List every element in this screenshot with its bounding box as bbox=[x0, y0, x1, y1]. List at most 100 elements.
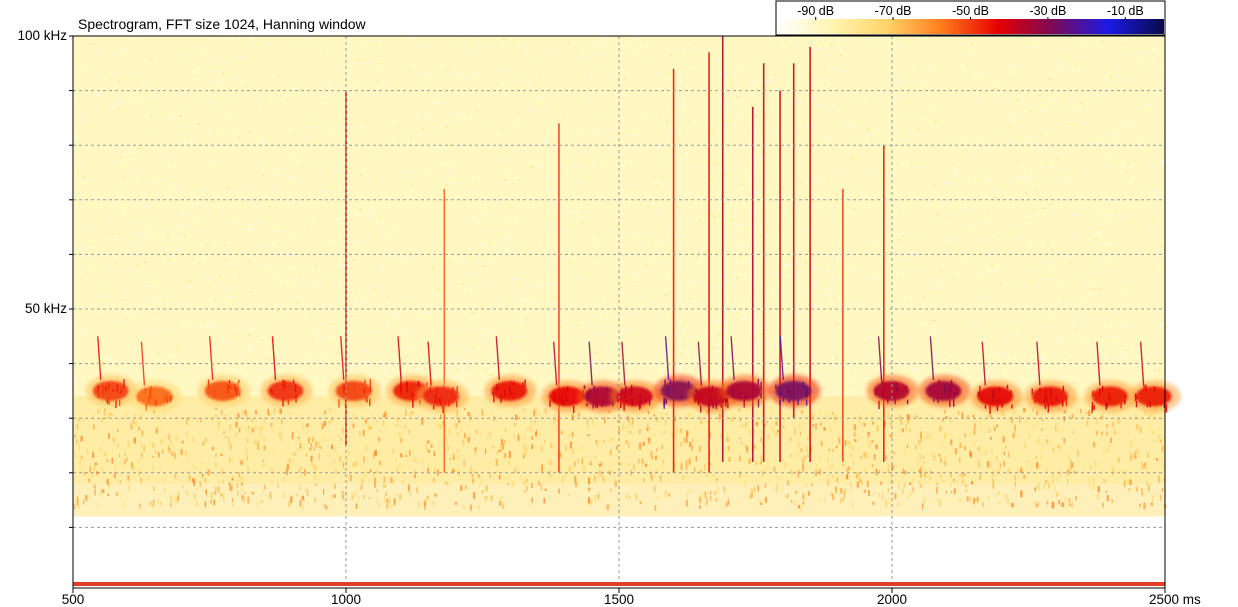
noise-speck bbox=[846, 126, 849, 128]
low-band-speck bbox=[306, 453, 307, 457]
low-band-speck bbox=[639, 501, 642, 504]
low-band-speck bbox=[254, 424, 257, 432]
low-band-speck bbox=[899, 416, 902, 423]
call-streak bbox=[745, 391, 748, 398]
low-band-speck bbox=[1067, 478, 1068, 486]
noise-speck bbox=[1131, 194, 1134, 196]
noise-speck bbox=[746, 162, 748, 164]
low-band-speck bbox=[323, 504, 326, 508]
noise-speck bbox=[474, 73, 477, 75]
noise-speck bbox=[207, 325, 210, 328]
noise-speck bbox=[769, 37, 770, 40]
noise-speck bbox=[625, 317, 628, 319]
noise-speck bbox=[156, 279, 158, 281]
noise-speck bbox=[421, 110, 424, 112]
noise-speck bbox=[553, 52, 556, 54]
noise-speck bbox=[157, 353, 160, 355]
low-band-speck bbox=[288, 500, 291, 507]
noise-speck bbox=[744, 314, 747, 316]
noise-speck bbox=[1159, 80, 1162, 82]
noise-speck bbox=[804, 260, 807, 262]
low-band-speck bbox=[298, 415, 301, 418]
noise-speck bbox=[670, 324, 672, 326]
low-band-speck bbox=[192, 462, 193, 468]
low-band-speck bbox=[988, 460, 991, 468]
low-band-speck bbox=[376, 489, 378, 493]
noise-speck bbox=[685, 321, 688, 323]
low-band-speck bbox=[439, 424, 442, 429]
call-streak bbox=[150, 386, 152, 394]
noise-speck bbox=[974, 158, 976, 160]
low-band-speck bbox=[446, 482, 449, 486]
noise-speck bbox=[284, 145, 286, 148]
noise-speck bbox=[908, 338, 911, 340]
noise-speck bbox=[936, 279, 939, 281]
noise-speck bbox=[951, 58, 954, 60]
noise-speck bbox=[456, 74, 459, 76]
noise-speck bbox=[228, 296, 232, 298]
call-streak bbox=[984, 405, 987, 409]
noise-speck bbox=[1023, 177, 1027, 180]
noise-speck bbox=[638, 306, 641, 308]
call-streak bbox=[1165, 404, 1168, 413]
noise-speck bbox=[423, 45, 426, 47]
low-band-speck bbox=[556, 418, 559, 422]
noise-speck bbox=[396, 315, 399, 317]
noise-speck bbox=[197, 250, 199, 253]
noise-speck bbox=[330, 341, 333, 343]
noise-speck bbox=[289, 306, 292, 308]
low-band-speck bbox=[881, 493, 884, 500]
low-band-speck bbox=[213, 499, 216, 506]
noise-speck bbox=[363, 62, 366, 64]
low-band-speck bbox=[1141, 461, 1143, 469]
low-band-speck bbox=[247, 466, 249, 473]
noise-speck bbox=[518, 298, 521, 301]
noise-speck bbox=[368, 93, 372, 95]
call-streak bbox=[271, 388, 274, 395]
noise-speck bbox=[1014, 231, 1018, 233]
call-streak bbox=[601, 403, 603, 407]
low-band-speck bbox=[259, 429, 262, 437]
low-band-speck bbox=[901, 470, 903, 477]
noise-speck bbox=[100, 363, 104, 365]
call-streak bbox=[108, 397, 110, 405]
low-band-speck bbox=[961, 412, 964, 419]
low-band-speck bbox=[923, 497, 926, 504]
low-band-speck bbox=[338, 455, 341, 463]
call-streak bbox=[779, 400, 781, 406]
noise-speck bbox=[715, 163, 718, 166]
noise-speck bbox=[982, 294, 985, 296]
noise-speck bbox=[468, 384, 470, 386]
low-band-speck bbox=[199, 419, 202, 423]
low-band-speck bbox=[500, 439, 503, 445]
call-streak bbox=[287, 399, 290, 405]
low-band-speck bbox=[1006, 470, 1009, 475]
low-band-speck bbox=[920, 466, 923, 470]
noise-speck bbox=[81, 393, 85, 395]
noise-speck bbox=[1075, 328, 1078, 330]
noise-speck bbox=[154, 107, 157, 109]
noise-speck bbox=[225, 289, 228, 291]
noise-speck bbox=[1132, 213, 1134, 215]
low-band-speck bbox=[802, 464, 804, 472]
call-streak bbox=[1149, 402, 1151, 408]
noise-speck bbox=[353, 63, 357, 65]
low-band-speck bbox=[827, 479, 830, 487]
call-streak bbox=[695, 388, 697, 393]
noise-speck bbox=[355, 58, 357, 60]
noise-speck bbox=[736, 113, 739, 116]
low-band-speck bbox=[738, 408, 740, 413]
noise-speck bbox=[979, 325, 981, 327]
noise-speck bbox=[1151, 55, 1154, 57]
low-band-speck bbox=[787, 412, 789, 416]
noise-speck bbox=[996, 353, 999, 356]
low-band-speck bbox=[794, 500, 797, 506]
low-band-speck bbox=[270, 496, 273, 500]
call-streak bbox=[366, 396, 368, 403]
low-band-speck bbox=[919, 484, 922, 488]
noise-speck bbox=[529, 96, 532, 98]
low-band-speck bbox=[750, 493, 753, 498]
noise-speck bbox=[271, 189, 274, 191]
low-band-speck bbox=[818, 468, 822, 475]
noise-speck bbox=[307, 354, 310, 356]
